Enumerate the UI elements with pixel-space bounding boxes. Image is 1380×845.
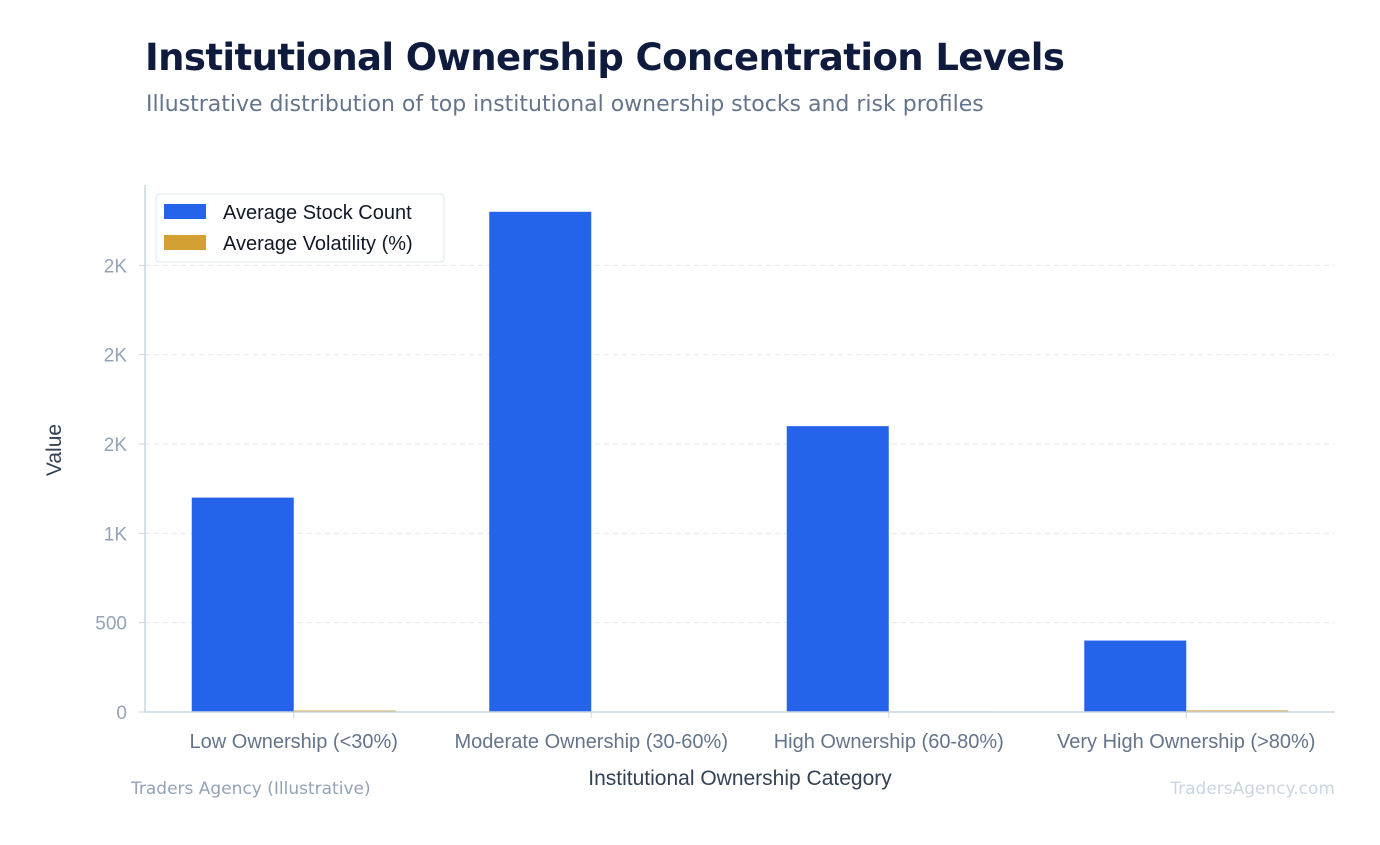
- legend-label: Average Stock Count: [223, 202, 412, 224]
- grid-lines: [145, 264, 1335, 624]
- tick-labels: 0 500 1K 2K 2K 2K Low Ownership (<30%) Moderate…: [95, 256, 1315, 753]
- y-tick-label: 2K: [104, 346, 128, 367]
- x-tick-label: Low Ownership (<30%): [190, 731, 398, 753]
- legend-swatch: [164, 235, 206, 250]
- site-watermark: TradersAgency.com: [1170, 779, 1335, 799]
- bar-volatility: [1186, 710, 1289, 712]
- y-tick-label: 2K: [104, 435, 128, 456]
- x-tick-label: Moderate Ownership (30-60%): [455, 731, 728, 753]
- y-tick-label: 0: [116, 703, 127, 724]
- bar-stock-count: [489, 211, 592, 712]
- y-tick-label: 2K: [104, 256, 128, 277]
- axes: [139, 185, 1335, 718]
- y-tick-label: 500: [95, 614, 127, 635]
- legend-box: [155, 193, 445, 263]
- chart-subtitle: Illustrative distribution of top institu…: [146, 92, 984, 117]
- x-tick-label: Very High Ownership (>80%): [1057, 731, 1315, 753]
- legend-swatch: [164, 204, 206, 219]
- x-tick-label: High Ownership (60-80%): [774, 731, 1004, 753]
- bar-stock-count: [1084, 640, 1187, 712]
- legend: Average Stock Count Average Volatility (%…: [155, 193, 445, 263]
- bar-stock-count: [191, 497, 294, 712]
- bars: [191, 211, 1289, 712]
- chart-title: Institutional Ownership Concentration Le…: [145, 36, 1065, 79]
- y-axis-title: Value: [43, 424, 66, 476]
- bar-stock-count: [786, 426, 889, 712]
- x-axis-title: Institutional Ownership Category: [588, 767, 892, 790]
- legend-label: Average Volatility (%): [223, 233, 413, 255]
- y-tick-label: 1K: [104, 524, 128, 545]
- source-note: Traders Agency (Illustrative): [131, 779, 371, 799]
